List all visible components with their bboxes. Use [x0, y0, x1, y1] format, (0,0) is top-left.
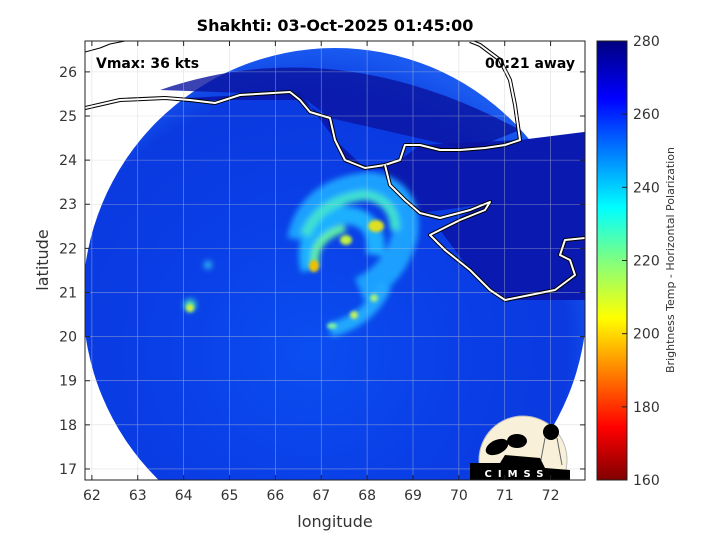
- x-tick-label: 72: [542, 488, 560, 504]
- x-tick-label: 69: [404, 488, 422, 504]
- y-tick-label: 17: [59, 462, 77, 478]
- colorbar-tick-label: 200: [633, 327, 660, 343]
- y-tick-label: 25: [59, 109, 77, 125]
- y-tick-label: 21: [59, 285, 77, 301]
- map-area: CIMSS: [85, 41, 585, 480]
- x-tick-label: 65: [221, 488, 239, 504]
- colorbar-tick-label: 260: [633, 107, 660, 123]
- y-tick-label: 18: [59, 418, 77, 434]
- colorbar-tick-label: 220: [633, 254, 660, 270]
- y-tick-label: 24: [59, 153, 77, 169]
- colorbar-label: Brightness Temp - Horizontal Polarizatio…: [664, 147, 677, 373]
- x-tick-label: 63: [129, 488, 147, 504]
- x-tick-label: 68: [358, 488, 376, 504]
- y-tick-label: 23: [59, 197, 77, 213]
- colorbar-ticks: 160 180 200 220 240 260 280: [622, 34, 660, 489]
- x-tick-label: 64: [175, 488, 193, 504]
- plot-title: Shakhti: 03-Oct-2025 01:45:00: [197, 16, 474, 35]
- colorbar-tick-label: 180: [633, 400, 660, 416]
- x-tick-label: 70: [450, 488, 468, 504]
- x-tick-label: 62: [83, 488, 101, 504]
- axes-frame: [84, 40, 586, 481]
- logo-text: CIMSS: [485, 469, 550, 480]
- grid-lines: [85, 41, 585, 480]
- x-tick-label: 66: [266, 488, 284, 504]
- y-tick-label: 22: [59, 241, 77, 257]
- y-tick-label: 26: [59, 65, 77, 81]
- cimss-logo: CIMSS: [470, 415, 570, 480]
- storm-cores: [186, 220, 384, 329]
- colorbar-tick-label: 280: [633, 34, 660, 50]
- north-cold-region: [160, 67, 520, 150]
- x-tick-label: 71: [496, 488, 514, 504]
- coastline: [85, 41, 585, 302]
- colorbar-tick-label: 160: [633, 473, 660, 489]
- time-away-label: 00:21 away: [485, 56, 575, 72]
- x-tick-label: 67: [312, 488, 330, 504]
- colorbar-tick-label: 240: [633, 180, 660, 196]
- y-tick-label: 19: [59, 374, 77, 390]
- vmax-label: Vmax: 36 kts: [96, 56, 199, 72]
- y-axis-label: latitude: [33, 229, 52, 290]
- x-axis-label: longitude: [297, 512, 372, 531]
- axis-ticks: 62 63 64 65 66 67 68 69 70 71 72 17 18 19 20 21 22 23 24 25…: [59, 41, 585, 504]
- y-tick-label: 20: [59, 330, 77, 346]
